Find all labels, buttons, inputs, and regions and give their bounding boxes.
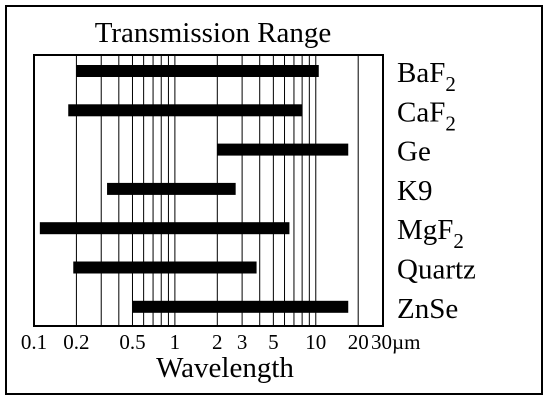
x-tick-label: 5 (268, 330, 279, 354)
bar-quartz (73, 261, 257, 274)
material-label: Quartz (397, 254, 476, 286)
bar-ge (217, 143, 349, 156)
x-tick-labels: 0.1 0.2 0.5 1 2 3 5 10 20 30µm (21, 330, 421, 354)
plot-frame (33, 54, 384, 327)
x-tick-label: 10 (305, 330, 326, 354)
bars (39, 65, 349, 313)
x-tick-label: 1 (170, 330, 181, 354)
x-axis-label: Wavelength (156, 352, 294, 384)
gridlines (75, 55, 359, 326)
bar-znse (132, 300, 349, 313)
x-tick-label: 0.1 (21, 330, 47, 354)
material-label: K9 (397, 175, 432, 207)
x-tick-label: 2 (212, 330, 223, 354)
bar-baf (76, 65, 319, 77)
x-tick-label: 20 (348, 330, 369, 354)
material-label: CaF2 (397, 96, 456, 135)
chart-title: Transmission Range (95, 17, 332, 49)
material-label: ZnSe (397, 293, 458, 325)
x-tick-label: 0.2 (63, 330, 89, 354)
material-label: BaF2 (397, 57, 456, 96)
bar-k9 (107, 182, 236, 195)
bar-caf (68, 104, 303, 117)
x-tick-label: 30µm (371, 330, 420, 354)
bar-mgf (39, 222, 290, 235)
material-label: MgF2 (397, 214, 464, 253)
material-label: Ge (397, 136, 431, 168)
outer-frame (5, 5, 543, 395)
x-tick-label: 0.5 (119, 330, 145, 354)
x-tick-label: 3 (237, 330, 248, 354)
